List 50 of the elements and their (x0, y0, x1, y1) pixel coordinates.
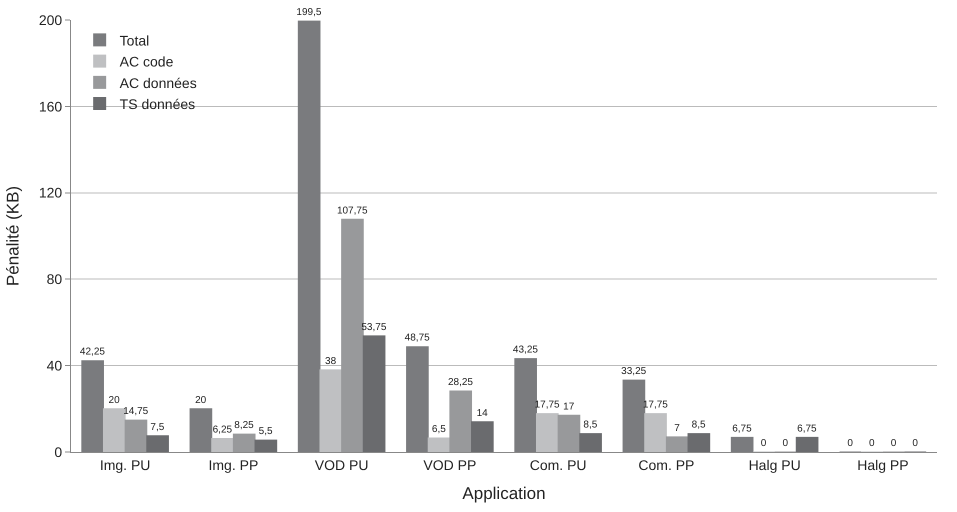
x-tick-label: Img. PP (208, 456, 258, 473)
y-axis-title: Pénalité (KB) (3, 186, 22, 286)
data-label: 14,75 (123, 406, 149, 418)
x-tick-label: Com. PU (530, 456, 587, 473)
y-tick-label: 0 (54, 444, 62, 460)
x-tick-label: Img. PU (100, 456, 150, 473)
data-label: 5,5 (258, 426, 274, 438)
data-label: 8,5 (583, 420, 598, 431)
data-label: 48,75 (404, 332, 430, 344)
x-tick-label: Halg PP (857, 456, 909, 473)
x-axis-title: Application (462, 484, 546, 504)
data-label: 0 (869, 438, 876, 449)
data-label: 6,75 (732, 423, 752, 434)
data-label: 14 (476, 408, 488, 419)
data-label: 42,25 (80, 346, 106, 358)
data-label: 43,25 (512, 344, 538, 356)
x-tick-label: Halg PU (748, 456, 801, 473)
y-tick-label: 160 (38, 98, 62, 114)
data-label: 7,5 (150, 422, 165, 433)
data-label: 199,5 (296, 7, 322, 18)
data-label: 28,25 (448, 376, 474, 388)
data-label: 0 (760, 438, 767, 449)
data-label: 20 (108, 394, 120, 406)
data-label: 8,25 (234, 420, 254, 432)
y-tick-label: 200 (38, 12, 62, 28)
data-label: 6,25 (212, 424, 233, 436)
y-tick-label: 80 (46, 271, 62, 288)
legend-label: Total (120, 32, 150, 48)
data-label: 107,75 (336, 205, 368, 216)
data-label: 38 (325, 356, 337, 367)
legend-label: AC données (120, 74, 197, 91)
legend-label: AC code (120, 54, 174, 70)
data-label: 0 (847, 438, 854, 449)
data-label: 53,75 (361, 322, 387, 333)
data-label: 7 (674, 422, 680, 434)
data-label: 0 (782, 438, 788, 449)
data-label: 17 (563, 401, 575, 412)
legend-label: TS données (120, 96, 196, 112)
y-tick-label: 40 (46, 358, 62, 374)
data-label: 8,5 (692, 420, 706, 431)
x-tick-label: VOD PU (314, 456, 368, 473)
x-tick-label: Com. PP (638, 456, 694, 473)
data-label: 0 (912, 438, 918, 449)
data-label: 33,25 (621, 366, 647, 378)
y-tick-label: 120 (38, 184, 62, 201)
data-label: 6,75 (797, 423, 818, 434)
data-label: 6,5 (432, 424, 446, 435)
x-tick-label: VOD PP (423, 456, 476, 473)
data-label: 20 (195, 394, 207, 406)
data-label: 0 (890, 438, 897, 449)
